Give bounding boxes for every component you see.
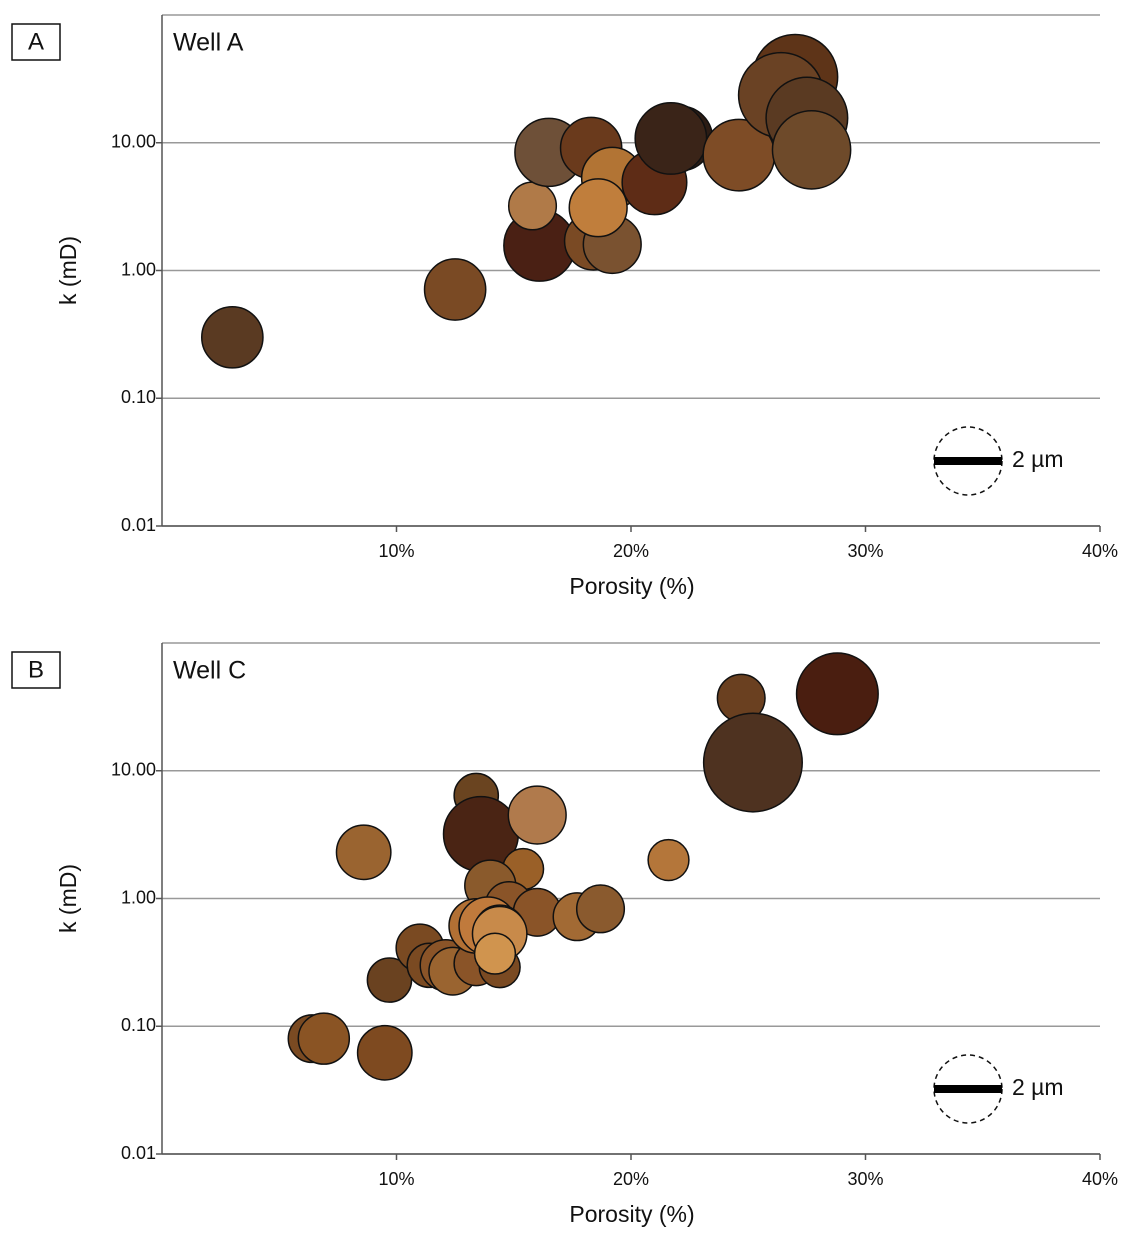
x-tick-label: 20% <box>613 541 649 561</box>
y-tick-label: 10.00 <box>111 760 156 780</box>
panel-label-box <box>11 651 61 689</box>
x-tick-label: 10% <box>378 541 414 561</box>
bubble <box>297 1012 351 1065</box>
bubble <box>366 957 413 1003</box>
y-tick-label: 0.01 <box>121 1143 156 1163</box>
y-tick-label: 1.00 <box>121 887 156 907</box>
y-axis-label: k (mD) <box>55 864 81 933</box>
y-axis-label: k (mD) <box>55 236 81 305</box>
x-axis-label: Porosity (%) <box>569 1201 694 1227</box>
size-legend-label: 2 µm <box>1012 1074 1064 1100</box>
y-tick-label: 0.01 <box>121 515 156 535</box>
panel-label: B <box>28 656 44 683</box>
y-tick-label: 1.00 <box>121 259 156 279</box>
bubble <box>473 932 517 975</box>
bubble <box>634 102 708 175</box>
x-tick-label: 30% <box>847 541 883 561</box>
bubble <box>507 785 567 845</box>
bubble <box>702 712 803 813</box>
bubble <box>795 652 879 736</box>
x-tick-label: 20% <box>613 1169 649 1189</box>
bubble <box>423 258 487 321</box>
chart-panel: B 0.01 0.10 1.00 10.00 10% 20% 30% 40% Porosity (… <box>11 642 1118 1227</box>
x-tick-label: 40% <box>1082 1169 1118 1189</box>
size-legend-label: 2 µm <box>1012 446 1064 472</box>
x-axis-label: Porosity (%) <box>569 573 694 599</box>
chart-panel: A 0.01 0.10 1.00 10.00 10% 20% 30% 40% Porosity (… <box>11 14 1118 599</box>
well-label: Well A <box>173 29 244 57</box>
bubble <box>356 1024 413 1081</box>
bubble <box>335 824 392 881</box>
panel-label-box <box>11 23 61 61</box>
well-label: Well C <box>173 657 246 685</box>
bubble <box>575 884 626 934</box>
x-tick-label: 30% <box>847 1169 883 1189</box>
x-tick-label: 40% <box>1082 541 1118 561</box>
y-tick-label: 0.10 <box>121 387 156 407</box>
y-tick-label: 0.10 <box>121 1015 156 1035</box>
y-tick-label: 10.00 <box>111 132 156 152</box>
panel-label: A <box>28 28 44 55</box>
bubble <box>771 109 852 190</box>
bubble <box>647 838 690 882</box>
bubble <box>568 178 628 238</box>
x-tick-label: 10% <box>378 1169 414 1189</box>
bubble <box>507 181 558 231</box>
bubble <box>201 305 264 369</box>
